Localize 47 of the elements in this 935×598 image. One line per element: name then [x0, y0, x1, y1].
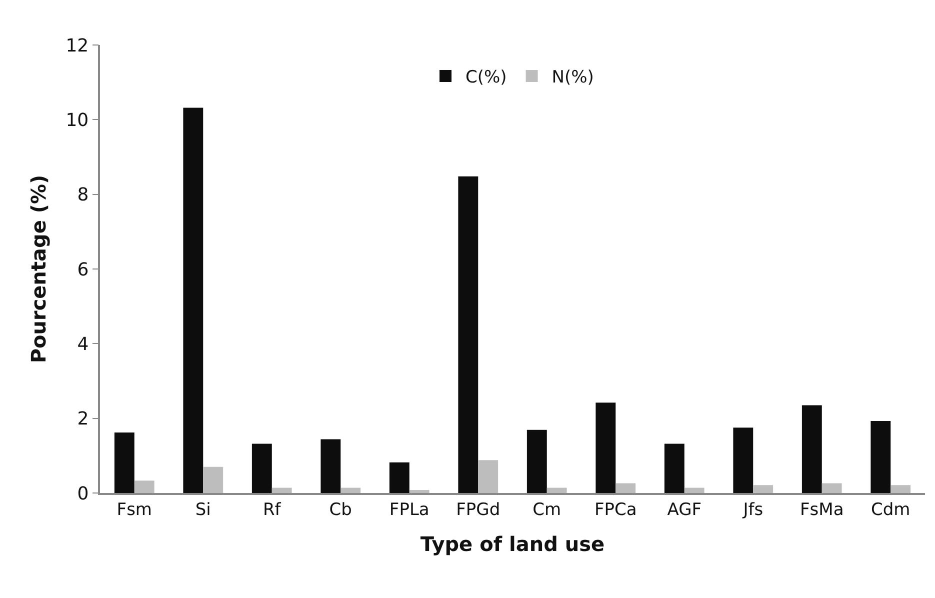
legend-label: N(%) — [552, 68, 594, 88]
bar — [114, 432, 134, 493]
bar — [183, 108, 204, 493]
x-tick-label: FPLa — [389, 500, 430, 520]
y-tick-label: 8 — [77, 184, 89, 206]
bar — [870, 420, 891, 493]
bar — [203, 466, 224, 493]
bar — [340, 488, 361, 493]
x-tick-label: Cdm — [871, 500, 910, 520]
x-tick-label: Cm — [532, 500, 562, 520]
bar — [320, 439, 341, 493]
bar — [458, 176, 478, 493]
bar — [526, 430, 547, 493]
y-axis-title: Pourcentage (%) — [26, 174, 51, 364]
y-tick-label: 0 — [77, 483, 89, 504]
bar — [546, 488, 567, 493]
y-tick-label: 2 — [77, 408, 89, 430]
x-tick-label: FPGd — [456, 500, 500, 520]
bar — [134, 480, 154, 493]
y-tick-label: 12 — [66, 35, 89, 56]
x-tick-label: Rf — [262, 500, 282, 520]
x-tick-label: Si — [195, 500, 211, 520]
bar — [389, 462, 410, 493]
bar — [616, 483, 636, 493]
bar — [684, 488, 704, 493]
legend-label: C(%) — [466, 68, 507, 88]
x-tick-label: Cb — [329, 500, 352, 520]
x-tick-label: Jfs — [742, 500, 764, 520]
bar — [733, 428, 754, 493]
bar — [596, 402, 616, 493]
y-tick-label: 10 — [66, 110, 89, 131]
x-tick-label: Fsm — [116, 500, 152, 520]
bar — [252, 444, 272, 493]
x-tick-label: FsMa — [800, 500, 844, 520]
bar — [664, 444, 684, 493]
x-axis-title: Type of land use — [420, 532, 605, 556]
x-tick-label: AGF — [667, 500, 702, 520]
bar — [890, 485, 911, 493]
bar — [753, 485, 774, 493]
y-tick-label: 6 — [77, 259, 89, 280]
bar — [802, 405, 822, 493]
y-tick-label: 4 — [77, 334, 89, 355]
bar — [272, 488, 292, 493]
bar — [478, 460, 498, 493]
bar — [822, 483, 842, 493]
bar — [409, 490, 430, 493]
x-tick-label: FPCa — [594, 500, 637, 520]
